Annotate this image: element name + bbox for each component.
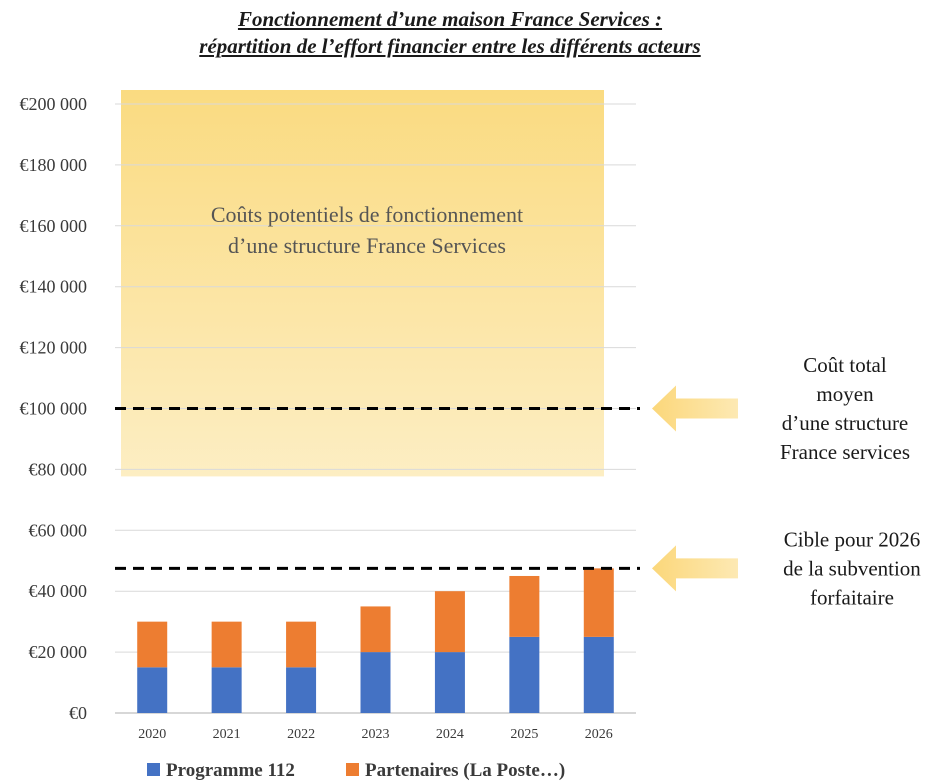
x-tick-label: 2025 xyxy=(510,727,538,742)
x-tick-label: 2024 xyxy=(436,727,464,742)
bar-segment-programme-112 xyxy=(286,667,317,713)
y-tick-label: €40 000 xyxy=(29,581,88,601)
x-tick-label: 2020 xyxy=(138,727,166,742)
cost-zone-band xyxy=(121,90,604,477)
reference-line-label: Coût total xyxy=(803,353,887,377)
y-tick-label: €20 000 xyxy=(29,642,88,662)
bar-segment-programme-112 xyxy=(137,667,168,713)
bar-segment-programme-112 xyxy=(211,667,242,713)
reference-line-label: France services xyxy=(780,440,910,464)
bar-segment-programme-112 xyxy=(583,636,614,713)
legend-swatch xyxy=(147,763,160,776)
y-tick-label: €160 000 xyxy=(20,216,88,236)
bar-segment-partenaires xyxy=(583,568,614,637)
bar-segment-partenaires xyxy=(360,606,391,653)
bar-segment-partenaires xyxy=(211,621,242,668)
reference-line-label: moyen xyxy=(816,382,874,406)
reference-line-label: forfaitaire xyxy=(810,585,894,609)
y-tick-label: €120 000 xyxy=(20,338,88,358)
y-tick-label: €140 000 xyxy=(20,277,88,297)
arrow-left-icon xyxy=(652,545,738,592)
chart-title-line-2: répartition de l’effort financier entre … xyxy=(199,34,701,58)
cost-zone-label: d’une structure France Services xyxy=(228,233,506,258)
bar-segment-programme-112 xyxy=(509,636,540,713)
reference-line-label: de la subvention xyxy=(783,556,921,580)
reference-line-label: d’une structure xyxy=(782,411,909,435)
legend-label: Programme 112 xyxy=(166,760,295,781)
y-tick-label: €180 000 xyxy=(20,155,88,175)
bar-segment-programme-112 xyxy=(360,652,391,713)
y-tick-label: €0 xyxy=(69,703,87,723)
bar-segment-programme-112 xyxy=(434,652,465,713)
x-tick-label: 2026 xyxy=(585,727,613,742)
cost-zone-label: Coûts potentiels de fonctionnement xyxy=(211,202,523,227)
legend-swatch xyxy=(346,763,359,776)
y-tick-label: €80 000 xyxy=(29,459,88,479)
reference-line-label: Cible pour 2026 xyxy=(784,527,921,551)
x-tick-label: 2023 xyxy=(362,727,390,742)
x-tick-label: 2021 xyxy=(213,727,241,742)
y-tick-label: €60 000 xyxy=(29,520,88,540)
bar-segment-partenaires xyxy=(286,621,317,668)
chart-title-line-1: Fonctionnement d’une maison France Servi… xyxy=(237,7,663,31)
chart-title: Fonctionnement d’une maison France Servi… xyxy=(0,6,900,60)
arrow-left-icon xyxy=(652,385,738,432)
y-tick-label: €100 000 xyxy=(20,399,88,419)
bar-segment-partenaires xyxy=(509,575,540,637)
bar-segment-partenaires xyxy=(434,591,465,653)
bar-segment-partenaires xyxy=(137,621,168,668)
legend-label: Partenaires (La Poste…) xyxy=(365,760,565,781)
y-tick-label: €200 000 xyxy=(20,94,88,114)
x-tick-label: 2022 xyxy=(287,727,315,742)
